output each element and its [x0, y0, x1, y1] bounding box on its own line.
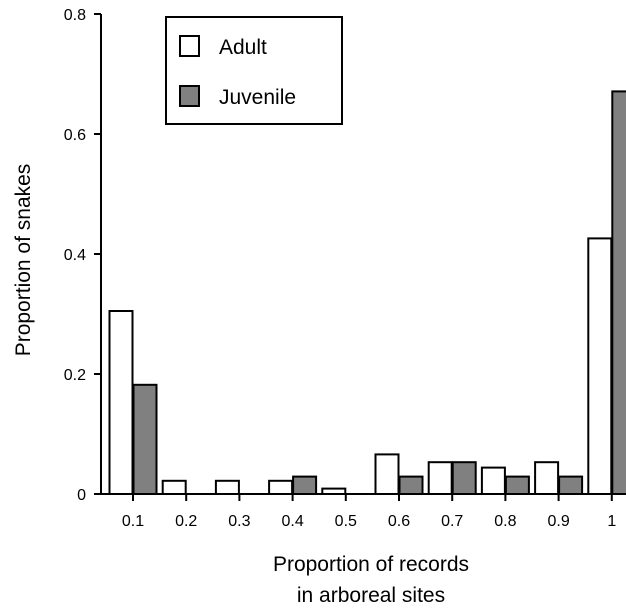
legend-label-adult: Adult [219, 36, 267, 59]
x-tick-label: 0.2 [175, 513, 197, 530]
x-tick-label: 0.6 [388, 513, 410, 530]
x-tick-label: 0.8 [494, 513, 516, 530]
y-tick-label: 0.2 [64, 367, 86, 384]
bar-juvenile-0.7 [451, 461, 477, 496]
bar-juvenile-0.1 [132, 383, 158, 495]
x-tick-label: 0.5 [335, 513, 357, 530]
bar-adult-0.2 [161, 479, 187, 495]
y-tick-label: 0.4 [64, 247, 86, 264]
y-ticks-group: 0 0.2 0.4 0.6 0.8 [64, 7, 101, 504]
bar-juvenile-0.8 [504, 475, 530, 496]
x-tick-label: 0.3 [228, 513, 250, 530]
bar-adult-0.7 [427, 461, 453, 496]
legend-swatch-juvenile [179, 85, 200, 107]
legend-swatch-adult [179, 35, 200, 57]
legend-label-juvenile: Juvenile [219, 86, 296, 109]
x-tick-label: 0.4 [281, 513, 303, 530]
bar-juvenile-0.9 [558, 475, 584, 496]
bar-juvenile-0.6 [398, 475, 424, 496]
bars-group [108, 90, 626, 496]
x-axis-title-line-2: in arboreal sites [297, 584, 445, 607]
bar-juvenile-1 [611, 90, 626, 496]
bar-adult-0.8 [480, 466, 506, 496]
y-axis-title: Proportion of snakes [12, 164, 35, 357]
bar-adult-0.3 [214, 479, 240, 495]
bar-adult-1 [587, 237, 613, 495]
x-tick-label: 0.7 [441, 513, 463, 530]
y-tick-label: 0 [77, 487, 86, 504]
y-tick-label: 0.8 [64, 7, 86, 24]
legend: Adult Juvenile [165, 16, 343, 125]
bar-adult-0.1 [108, 310, 134, 495]
x-tick-label: 0.9 [547, 513, 569, 530]
bar-adult-0.6 [374, 453, 400, 495]
bar-adult-0.4 [268, 479, 294, 495]
x-tick-label: 1 [607, 513, 616, 530]
x-axis-title-line-1: Proportion of records [273, 553, 469, 576]
bar-adult-0.9 [534, 461, 560, 496]
y-tick-label: 0.6 [64, 127, 86, 144]
bar-juvenile-0.4 [292, 475, 318, 496]
x-ticks-group: 0.1 0.2 0.3 0.4 0.5 0.6 0.7 0.8 0.9 1 [122, 494, 616, 530]
x-tick-label: 0.1 [122, 513, 144, 530]
